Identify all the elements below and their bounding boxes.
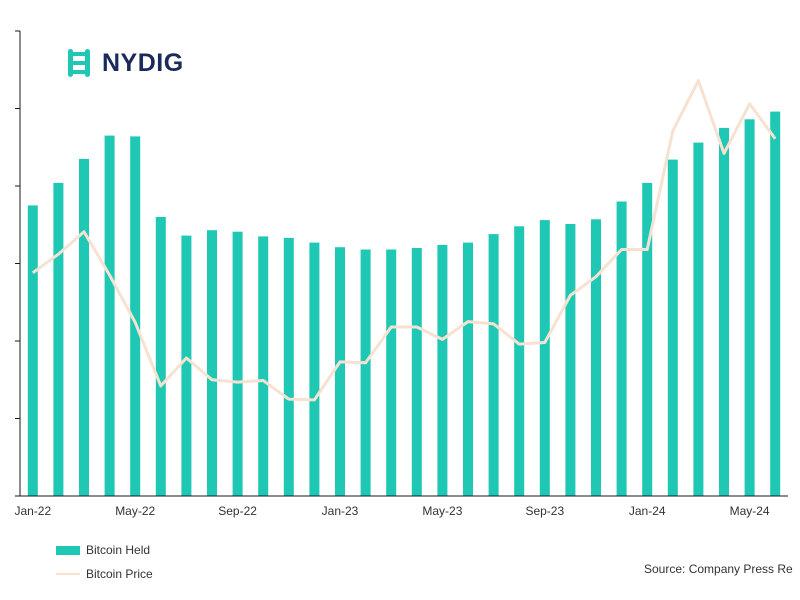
legend-swatch-bar <box>56 545 80 555</box>
y-ticks <box>15 30 20 497</box>
bar-may-22 <box>130 136 141 496</box>
legend-item-bitcoin-held: Bitcoin Held <box>56 538 153 562</box>
x-tick-label: Jan-23 <box>322 504 359 518</box>
bar-nov-23 <box>591 219 601 497</box>
nydig-logo: NYDIG <box>64 46 184 80</box>
bar-jul-23 <box>488 234 499 496</box>
bar-jun-23 <box>463 242 473 496</box>
series-line-bitcoin-price <box>31 79 777 402</box>
bar-nov-22 <box>283 237 294 496</box>
legend-swatch-line <box>56 573 80 575</box>
x-ticks: Jan-22 May-22 Sep-22 Jan-23 May-23 Sep-23 Jan-… <box>14 504 769 518</box>
bar-oct-22 <box>258 236 269 496</box>
legend-label-bitcoin-price: Bitcoin Price <box>86 567 153 581</box>
x-tick-label: May-23 <box>422 504 462 518</box>
bars-layer <box>27 111 781 497</box>
x-tick-label: May-24 <box>730 504 770 518</box>
legend-label-bitcoin-held: Bitcoin Held <box>86 543 151 557</box>
bar-jun-22 <box>155 217 166 496</box>
bar-sep-22 <box>232 231 243 496</box>
bar-apr-24 <box>719 127 729 497</box>
logo-text: NYDIG <box>102 48 184 77</box>
nydig-logo-icon <box>68 49 90 77</box>
bar-aug-22 <box>207 230 217 496</box>
bar-jan-22 <box>27 205 38 496</box>
x-tick-label: Jan-22 <box>14 504 51 518</box>
bar-may-23 <box>437 244 448 496</box>
bar-jul-22 <box>181 235 192 496</box>
bar-mar-24 <box>693 142 704 496</box>
x-tick-label: May-22 <box>115 504 155 518</box>
bar-jan-24 <box>642 182 653 496</box>
bar-may-24 <box>744 119 755 497</box>
bar-jun-24 <box>770 111 781 496</box>
bar-jan-23 <box>335 247 345 496</box>
bar-mar-22 <box>79 158 89 496</box>
legend-item-bitcoin-price: Bitcoin Price <box>56 562 153 586</box>
bar-dec-23 <box>616 201 627 496</box>
x-tick-label: Sep-22 <box>218 504 257 518</box>
x-tick-label: Jan-24 <box>629 504 666 518</box>
bar-dec-22 <box>309 242 320 496</box>
bar-apr-22 <box>104 135 115 496</box>
bar-feb-22 <box>53 182 64 496</box>
bar-aug-23 <box>514 226 525 497</box>
x-tick-label: Sep-23 <box>525 504 564 518</box>
bar-feb-24 <box>667 159 678 496</box>
bar-sep-23 <box>539 220 550 496</box>
bar-oct-23 <box>565 224 576 496</box>
legend: Bitcoin Held Bitcoin Price <box>56 538 153 586</box>
bar-feb-23 <box>360 249 371 496</box>
source-note: Source: Company Press Re <box>644 562 793 576</box>
bar-apr-23 <box>411 248 422 496</box>
bar-mar-23 <box>386 249 397 496</box>
